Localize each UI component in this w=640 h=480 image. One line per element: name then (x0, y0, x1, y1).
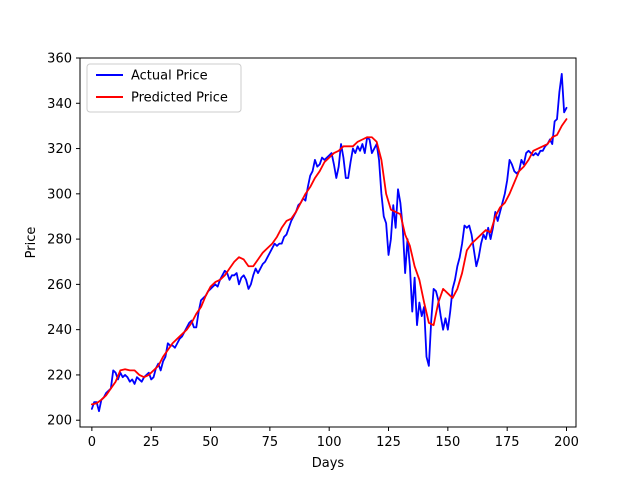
y-axis-title: Price (24, 227, 39, 259)
axes: 0 25 50 75 100 125 150 175 200 200 220 240 260 280 300… (47, 52, 579, 451)
x-tick-label: 125 (376, 435, 401, 450)
y-tick-label: 200 (47, 414, 72, 429)
series-line-predicted (90, 118, 568, 406)
x-tick-label: 175 (495, 435, 520, 450)
series-line-actual (90, 72, 568, 413)
y-tick-label: 320 (47, 142, 72, 157)
y-tick-label: 360 (47, 52, 72, 67)
legend-label-predicted: Predicted Price (131, 91, 228, 106)
y-tick-label: 240 (47, 323, 72, 338)
legend-box (86, 63, 242, 113)
x-axis-title: Days (312, 456, 345, 471)
x-tick-label: 150 (435, 435, 460, 450)
plot-area (90, 72, 568, 413)
y-tick-label: 340 (47, 97, 72, 112)
y-tick-label: 260 (47, 278, 72, 293)
x-tick-label: 100 (317, 435, 342, 450)
legend-label-actual: Actual Price (131, 69, 208, 84)
y-tick-label: 300 (47, 187, 72, 202)
y-tick-label: 220 (47, 368, 72, 383)
axes-frame (79, 57, 577, 428)
legend: Actual Price Predicted Price (86, 63, 242, 113)
x-tick-label: 50 (202, 435, 219, 450)
x-tick-label: 75 (262, 435, 279, 450)
x-tick-label: 0 (88, 435, 96, 450)
x-tick-label: 200 (554, 435, 579, 450)
x-tick-label: 25 (143, 435, 160, 450)
y-tick-label: 280 (47, 233, 72, 248)
